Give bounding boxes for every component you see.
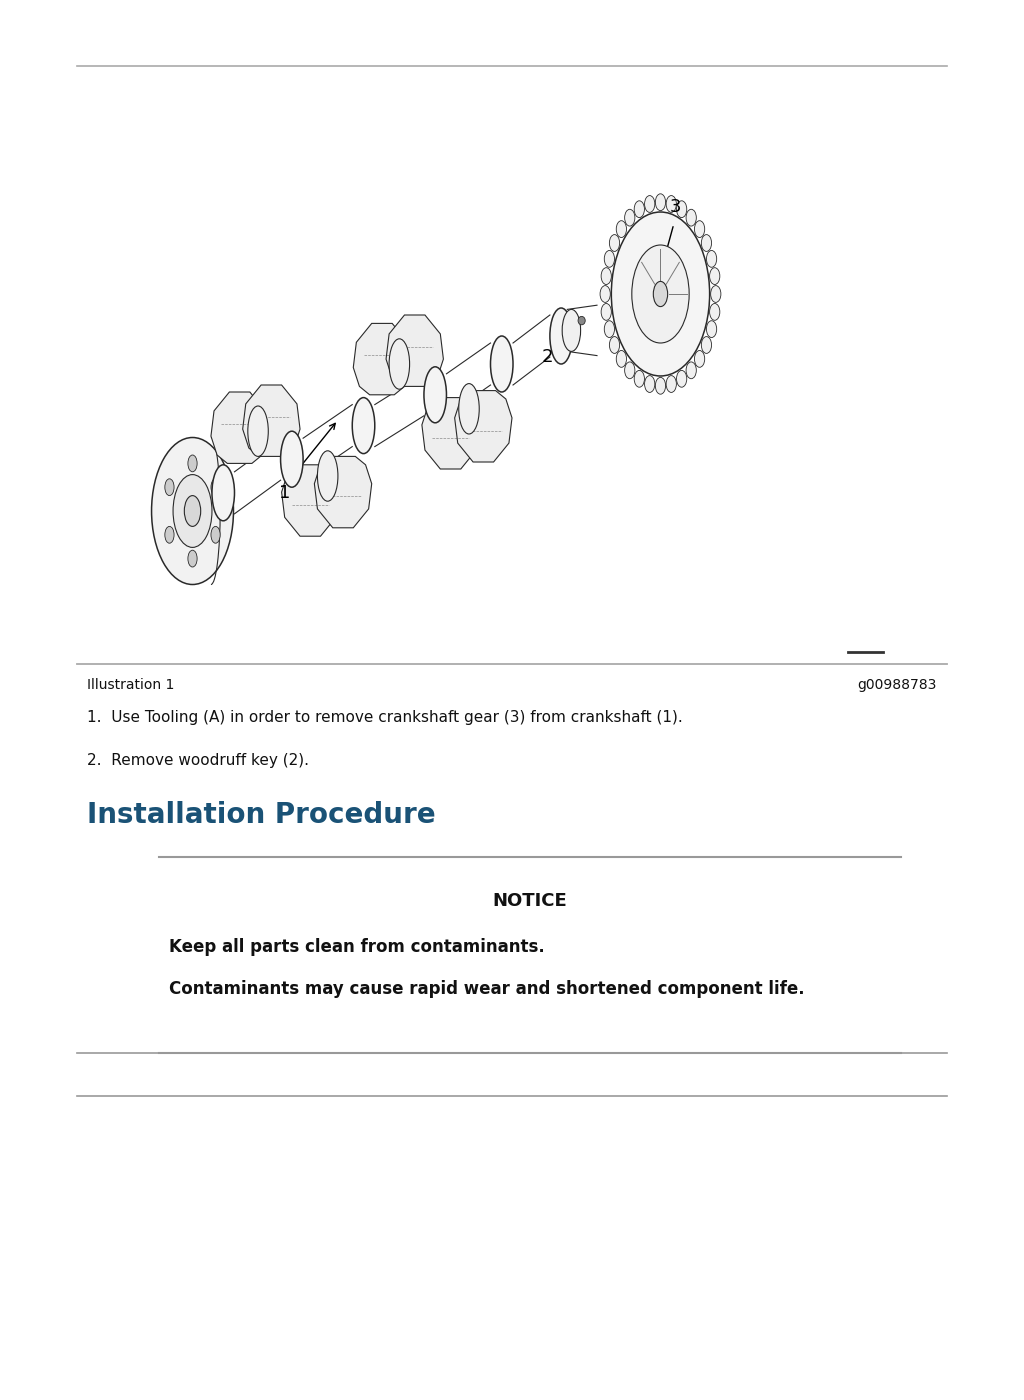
Polygon shape <box>211 392 268 463</box>
Ellipse shape <box>655 378 666 395</box>
Text: 3: 3 <box>670 199 682 216</box>
Text: Keep all parts clean from contaminants.: Keep all parts clean from contaminants. <box>169 938 545 956</box>
Ellipse shape <box>389 339 410 389</box>
Polygon shape <box>243 385 300 456</box>
Polygon shape <box>282 465 339 536</box>
Ellipse shape <box>667 196 677 213</box>
Ellipse shape <box>653 281 668 307</box>
Ellipse shape <box>188 455 197 472</box>
Ellipse shape <box>211 479 220 496</box>
Ellipse shape <box>616 221 627 238</box>
Ellipse shape <box>600 286 610 302</box>
Text: 2: 2 <box>542 349 554 365</box>
Polygon shape <box>314 456 372 528</box>
Ellipse shape <box>188 550 197 567</box>
Ellipse shape <box>165 526 174 543</box>
Ellipse shape <box>562 309 581 351</box>
Text: Contaminants may cause rapid wear and shortened component life.: Contaminants may cause rapid wear and sh… <box>169 980 805 998</box>
Ellipse shape <box>686 363 696 379</box>
Ellipse shape <box>317 451 338 501</box>
Ellipse shape <box>677 200 687 217</box>
Ellipse shape <box>281 431 303 487</box>
Ellipse shape <box>710 267 720 284</box>
Ellipse shape <box>711 286 721 302</box>
Ellipse shape <box>601 304 611 321</box>
Ellipse shape <box>701 235 712 252</box>
Text: Installation Procedure: Installation Procedure <box>87 801 435 829</box>
Polygon shape <box>455 391 512 462</box>
Text: g00988783: g00988783 <box>857 678 937 692</box>
Ellipse shape <box>248 406 268 456</box>
Ellipse shape <box>459 384 479 434</box>
Ellipse shape <box>625 209 635 225</box>
Ellipse shape <box>644 196 654 213</box>
Ellipse shape <box>212 465 234 521</box>
Ellipse shape <box>211 526 220 543</box>
Ellipse shape <box>644 375 654 392</box>
Text: 1.  Use Tooling (A) in order to remove crankshaft gear (3) from crankshaft (1).: 1. Use Tooling (A) in order to remove cr… <box>87 710 683 725</box>
Ellipse shape <box>701 336 712 353</box>
Ellipse shape <box>550 308 572 364</box>
Ellipse shape <box>707 251 717 267</box>
Ellipse shape <box>632 245 689 343</box>
Ellipse shape <box>490 336 513 392</box>
Ellipse shape <box>634 371 644 388</box>
Ellipse shape <box>173 475 212 547</box>
Polygon shape <box>353 323 411 395</box>
Ellipse shape <box>611 211 710 377</box>
Text: NOTICE: NOTICE <box>493 892 567 910</box>
Ellipse shape <box>152 437 233 585</box>
Ellipse shape <box>694 350 705 367</box>
Text: 2.  Remove woodruff key (2).: 2. Remove woodruff key (2). <box>87 753 309 769</box>
Polygon shape <box>422 398 479 469</box>
Text: 1: 1 <box>279 484 291 501</box>
Ellipse shape <box>677 371 687 388</box>
Ellipse shape <box>424 367 446 423</box>
Ellipse shape <box>352 398 375 454</box>
Text: Illustration 1: Illustration 1 <box>87 678 174 692</box>
Ellipse shape <box>625 363 635 379</box>
Ellipse shape <box>686 209 696 225</box>
Ellipse shape <box>165 479 174 496</box>
Ellipse shape <box>604 251 614 267</box>
Ellipse shape <box>609 336 620 353</box>
Ellipse shape <box>655 193 666 210</box>
Ellipse shape <box>616 350 627 367</box>
Ellipse shape <box>604 321 614 337</box>
Ellipse shape <box>184 496 201 526</box>
Polygon shape <box>386 315 443 386</box>
Ellipse shape <box>694 221 705 238</box>
Ellipse shape <box>710 304 720 321</box>
Ellipse shape <box>578 316 585 325</box>
Ellipse shape <box>634 200 644 217</box>
Ellipse shape <box>667 375 677 392</box>
Ellipse shape <box>609 235 620 252</box>
Ellipse shape <box>707 321 717 337</box>
Ellipse shape <box>601 267 611 284</box>
